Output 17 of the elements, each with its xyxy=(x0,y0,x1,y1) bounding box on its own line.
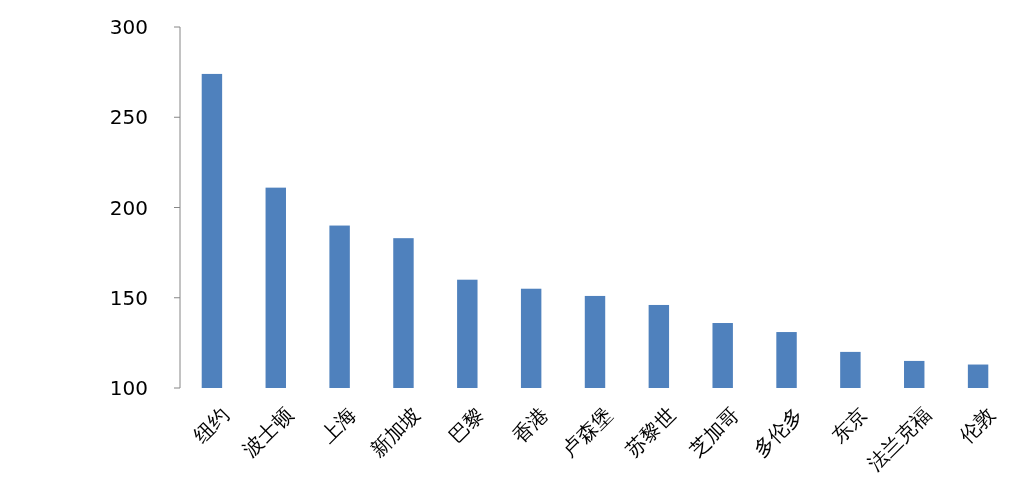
y-tick-label: 100 xyxy=(109,376,148,400)
x-tick-label: 巴黎 xyxy=(443,402,489,448)
x-tick-label: 芝加哥 xyxy=(684,402,745,462)
x-tick-label: 卢森堡 xyxy=(557,402,617,462)
x-tick-label: 新加坡 xyxy=(365,402,425,462)
x-tick-label: 香港 xyxy=(507,402,553,448)
x-tick-label: 上海 xyxy=(315,402,362,448)
y-tick-label: 300 xyxy=(109,15,148,39)
x-tick-label: 苏黎世 xyxy=(620,402,681,462)
x-tick-label: 纽约 xyxy=(188,402,234,448)
y-tick-label: 200 xyxy=(109,195,148,220)
x-tick-label: 东京 xyxy=(826,402,872,448)
y-tick-label: 250 xyxy=(109,105,148,130)
x-tick-label: 波士顿 xyxy=(237,402,298,462)
x-tick-label: 多伦多 xyxy=(748,402,808,462)
y-tick-label: 150 xyxy=(109,285,148,310)
x-tick-label: 伦敦 xyxy=(954,402,1000,448)
